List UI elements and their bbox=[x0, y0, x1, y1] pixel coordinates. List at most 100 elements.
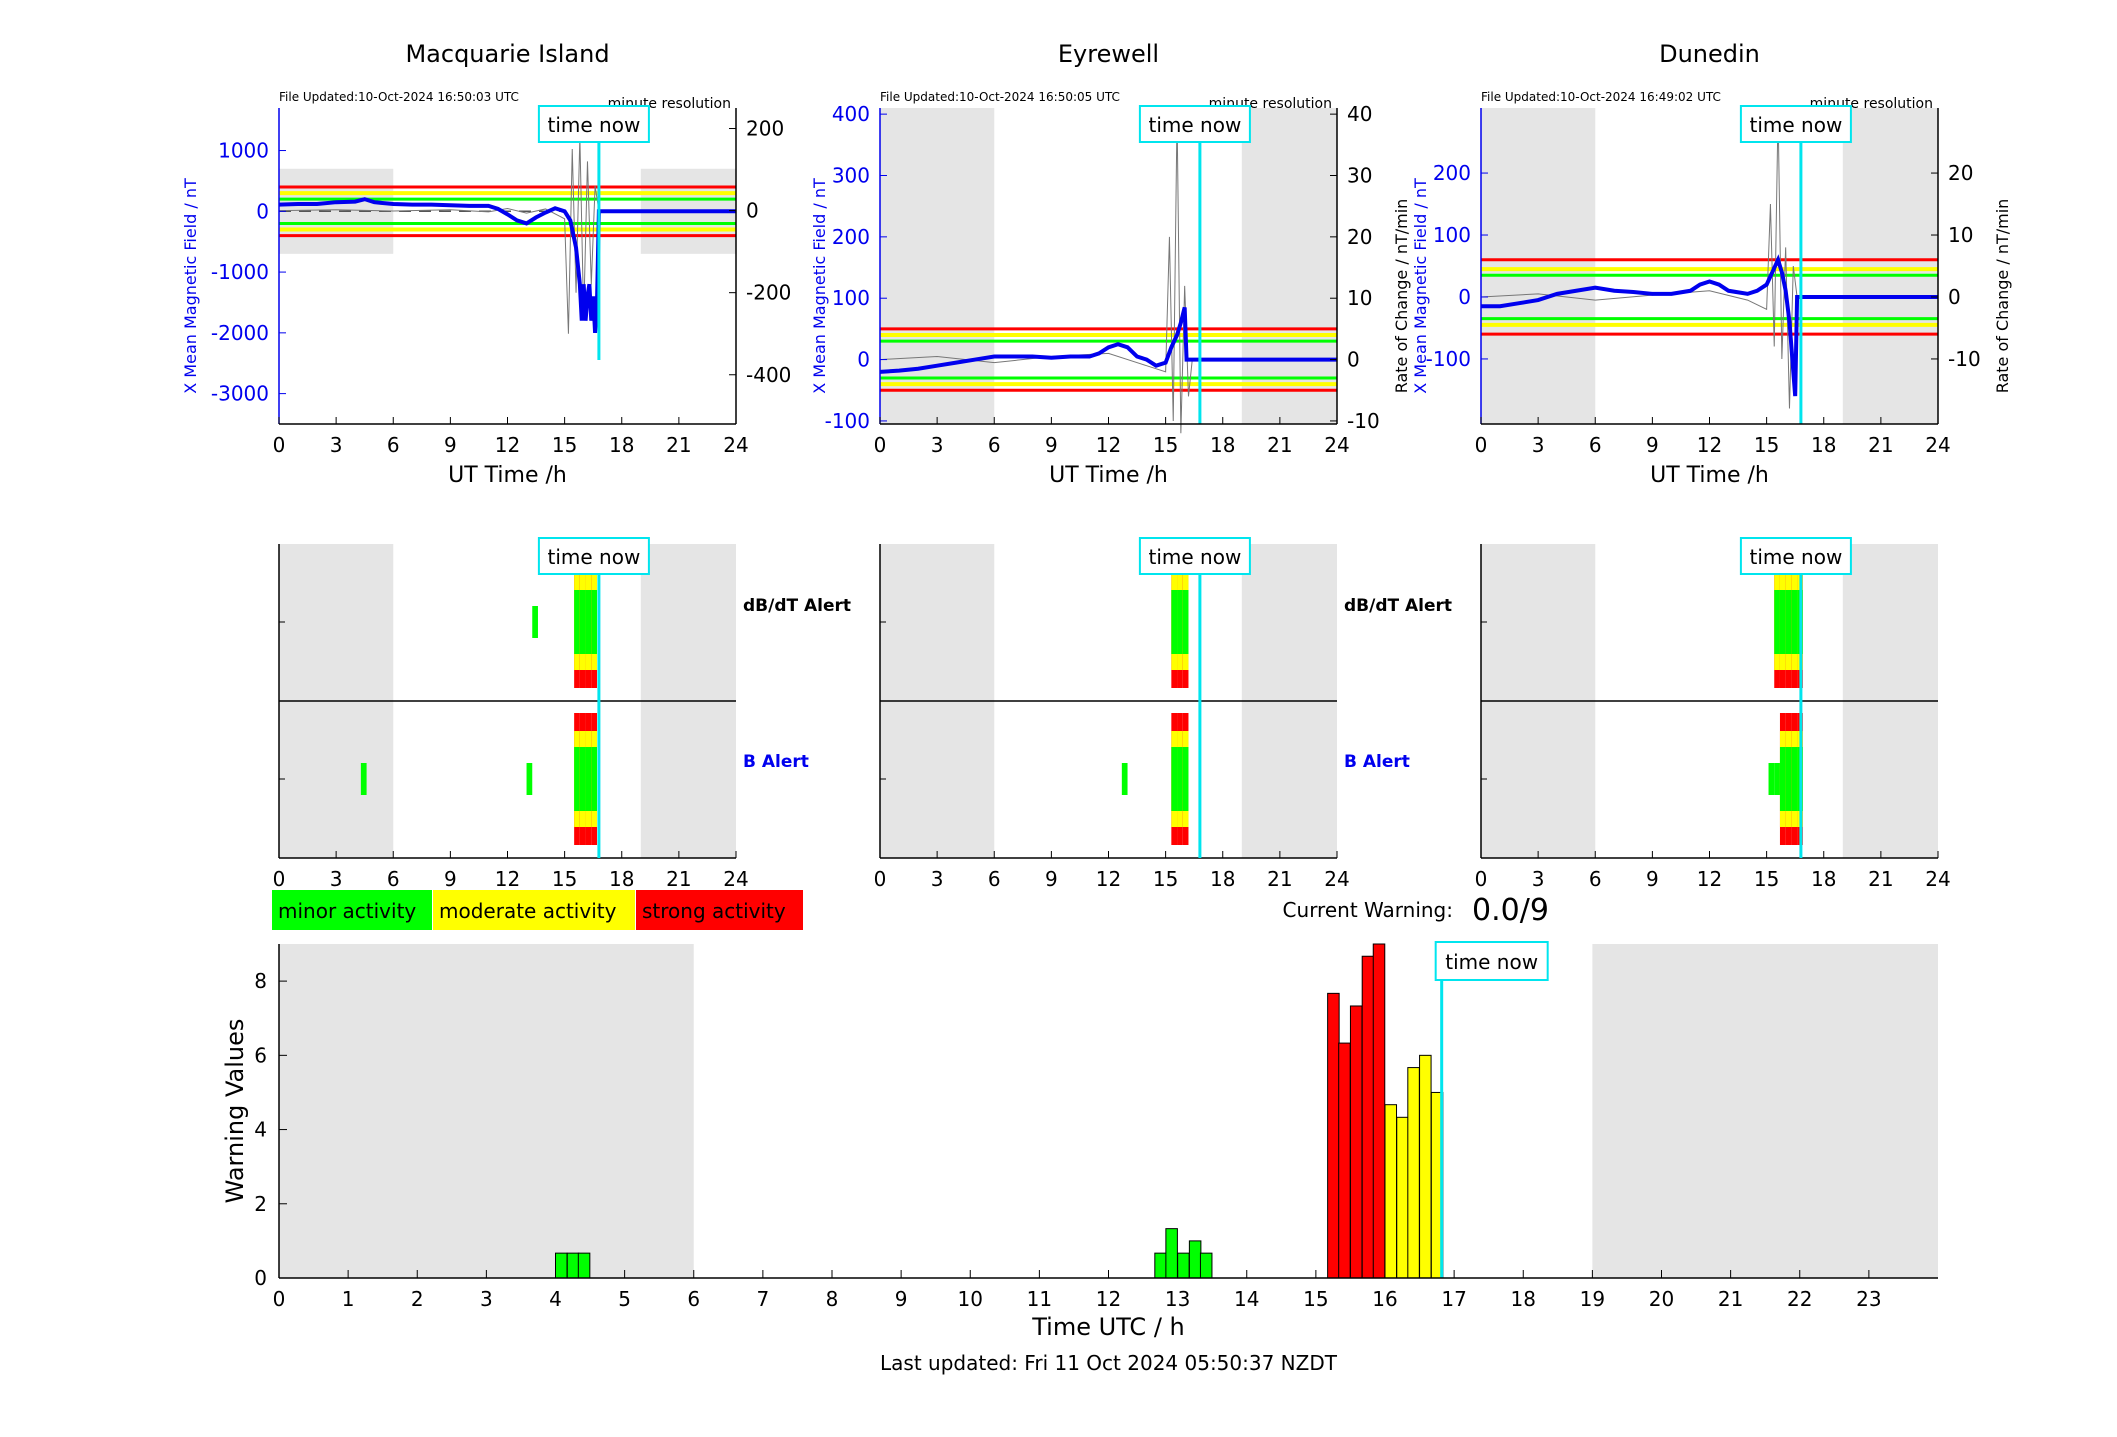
alert-x-tick-label: 9 bbox=[1646, 867, 1659, 891]
y-tick-label: 1000 bbox=[218, 139, 269, 163]
x-tick-label: 24 bbox=[1324, 433, 1349, 457]
warning-x-tick-label: 5 bbox=[618, 1287, 631, 1311]
warning-bar bbox=[1396, 1116, 1409, 1279]
db-alert-minor-block bbox=[574, 590, 580, 654]
alert-x-tick-label: 18 bbox=[1811, 867, 1836, 891]
warning-bar bbox=[555, 1252, 568, 1279]
y2-tick-label: 20 bbox=[1948, 161, 1973, 185]
alert-panel-2: time now 0 3 6 9 12 15 18 21 24 bbox=[1475, 537, 1951, 891]
warning-x-tick-label: 10 bbox=[958, 1287, 983, 1311]
db-alert-minor-block bbox=[1171, 590, 1178, 654]
b-alert-minor-block bbox=[1774, 763, 1780, 795]
x-tick-label: 21 bbox=[1868, 433, 1893, 457]
time-now-label: time now bbox=[547, 113, 640, 137]
x-tick-label: 24 bbox=[723, 433, 748, 457]
y-tick-label: 0 bbox=[857, 348, 870, 372]
warning-bar bbox=[1361, 955, 1375, 1279]
db-alert-minor-block bbox=[1791, 590, 1798, 654]
night-shade-left bbox=[1481, 108, 1596, 424]
b-alert-minor-block bbox=[591, 747, 597, 811]
warning-bar bbox=[1349, 1005, 1363, 1279]
b-alert-minor-block bbox=[585, 747, 592, 811]
warning-x-tick-label: 20 bbox=[1649, 1287, 1674, 1311]
rate-of-change-line bbox=[1480, 111, 1798, 409]
warning-x-tick-label: 14 bbox=[1234, 1287, 1259, 1311]
y-tick-label: -100 bbox=[825, 409, 870, 433]
alert-time-now-box bbox=[1138, 537, 1251, 575]
y-tick-label: -1000 bbox=[211, 260, 269, 284]
b-alert-minor-block bbox=[1177, 747, 1183, 811]
warning-bar bbox=[1372, 943, 1386, 1279]
y-axis-label: X Mean Magnetic Field / nT bbox=[810, 178, 829, 394]
x-tick-label: 12 bbox=[495, 433, 520, 457]
alert-x-tick-label: 15 bbox=[552, 867, 577, 891]
alert-x-tick-label: 21 bbox=[1267, 867, 1292, 891]
alert-x-tick-label: 6 bbox=[387, 867, 400, 891]
alert-x-tick-label: 24 bbox=[1324, 867, 1349, 891]
warning-y-tick-label: 0 bbox=[254, 1266, 267, 1290]
y2-tick-label: -10 bbox=[1347, 409, 1380, 433]
y-tick-label: -3000 bbox=[211, 382, 269, 406]
b-alert-minor-block bbox=[1121, 763, 1128, 795]
alert-x-tick-label: 0 bbox=[273, 867, 286, 891]
y2-tick-label: -200 bbox=[746, 281, 791, 305]
b-alert-minor-block bbox=[1171, 747, 1178, 811]
x-tick-label: 18 bbox=[1811, 433, 1836, 457]
warning-bar bbox=[1154, 1252, 1167, 1279]
rate-of-change-line bbox=[278, 136, 600, 334]
warning-bar bbox=[1419, 1054, 1432, 1279]
x-axis-label: UT Time /h bbox=[1650, 463, 1769, 488]
x-axis-label: UT Time /h bbox=[1049, 463, 1168, 488]
warning-y-tick-label: 8 bbox=[254, 969, 267, 993]
time-now-box bbox=[537, 105, 650, 143]
warning-x-tick-label: 1 bbox=[342, 1287, 355, 1311]
alert-x-tick-label: 0 bbox=[1475, 867, 1488, 891]
db-alert-label: dB/dT Alert bbox=[743, 596, 851, 616]
warning-x-tick-label: 16 bbox=[1372, 1287, 1397, 1311]
x-tick-label: 12 bbox=[1096, 433, 1121, 457]
x-tick-label: 6 bbox=[1589, 433, 1602, 457]
warning-x-tick-label: 9 bbox=[895, 1287, 908, 1311]
db-alert-minor-block bbox=[532, 606, 538, 638]
alert-time-now-box bbox=[1739, 537, 1852, 575]
warning-bar bbox=[1407, 1067, 1420, 1279]
current-warning-label: Current Warning: bbox=[1283, 898, 1453, 922]
db-alert-minor-block bbox=[1785, 590, 1792, 654]
db-alert-label: dB/dT Alert bbox=[1344, 596, 1452, 616]
alert-x-tick-label: 18 bbox=[1210, 867, 1235, 891]
alert-x-tick-label: 18 bbox=[609, 867, 634, 891]
alert-x-tick-label: 24 bbox=[723, 867, 748, 891]
x-axis-label: UT Time /h bbox=[448, 463, 567, 488]
b-alert-minor-block bbox=[360, 763, 367, 795]
y-axis-label: X Mean Magnetic Field / nT bbox=[181, 178, 200, 394]
alert-x-tick-label: 21 bbox=[666, 867, 691, 891]
x-tick-label: 6 bbox=[387, 433, 400, 457]
y-tick-label: -2000 bbox=[211, 321, 269, 345]
y-tick-label: 300 bbox=[832, 163, 870, 187]
warning-x-tick-label: 11 bbox=[1027, 1287, 1052, 1311]
legend-swatch-strong bbox=[636, 890, 803, 930]
warning-x-tick-label: 13 bbox=[1165, 1287, 1190, 1311]
y2-tick-label: 40 bbox=[1347, 102, 1372, 126]
x-tick-label: 18 bbox=[609, 433, 634, 457]
y2-tick-label: 20 bbox=[1347, 225, 1372, 249]
field-line bbox=[879, 306, 1337, 374]
y2-tick-label: 10 bbox=[1347, 286, 1372, 310]
x-tick-label: 15 bbox=[1754, 433, 1779, 457]
station-panel-2: Dunedin File Updated:10-Oct-2024 16:49:02… bbox=[1411, 40, 2012, 488]
db-alert-minor-block bbox=[1779, 590, 1786, 654]
warning-y-axis-label: Warning Values bbox=[221, 1019, 249, 1204]
activity-legend: minor activity moderate activity strong ac… bbox=[272, 890, 803, 930]
db-alert-minor-block bbox=[585, 590, 592, 654]
warning-time-now-label: time now bbox=[1445, 950, 1538, 974]
alert-x-tick-label: 12 bbox=[1697, 867, 1722, 891]
y2-tick-label: 200 bbox=[746, 117, 784, 141]
file-updated-text: File Updated:10-Oct-2024 16:50:03 UTC bbox=[279, 90, 519, 104]
db-alert-minor-block bbox=[1177, 590, 1183, 654]
warning-x-tick-label: 18 bbox=[1511, 1287, 1536, 1311]
y-tick-label: 0 bbox=[1458, 285, 1471, 309]
station-title: Eyrewell bbox=[1058, 40, 1159, 68]
station-title: Macquarie Island bbox=[405, 40, 609, 68]
